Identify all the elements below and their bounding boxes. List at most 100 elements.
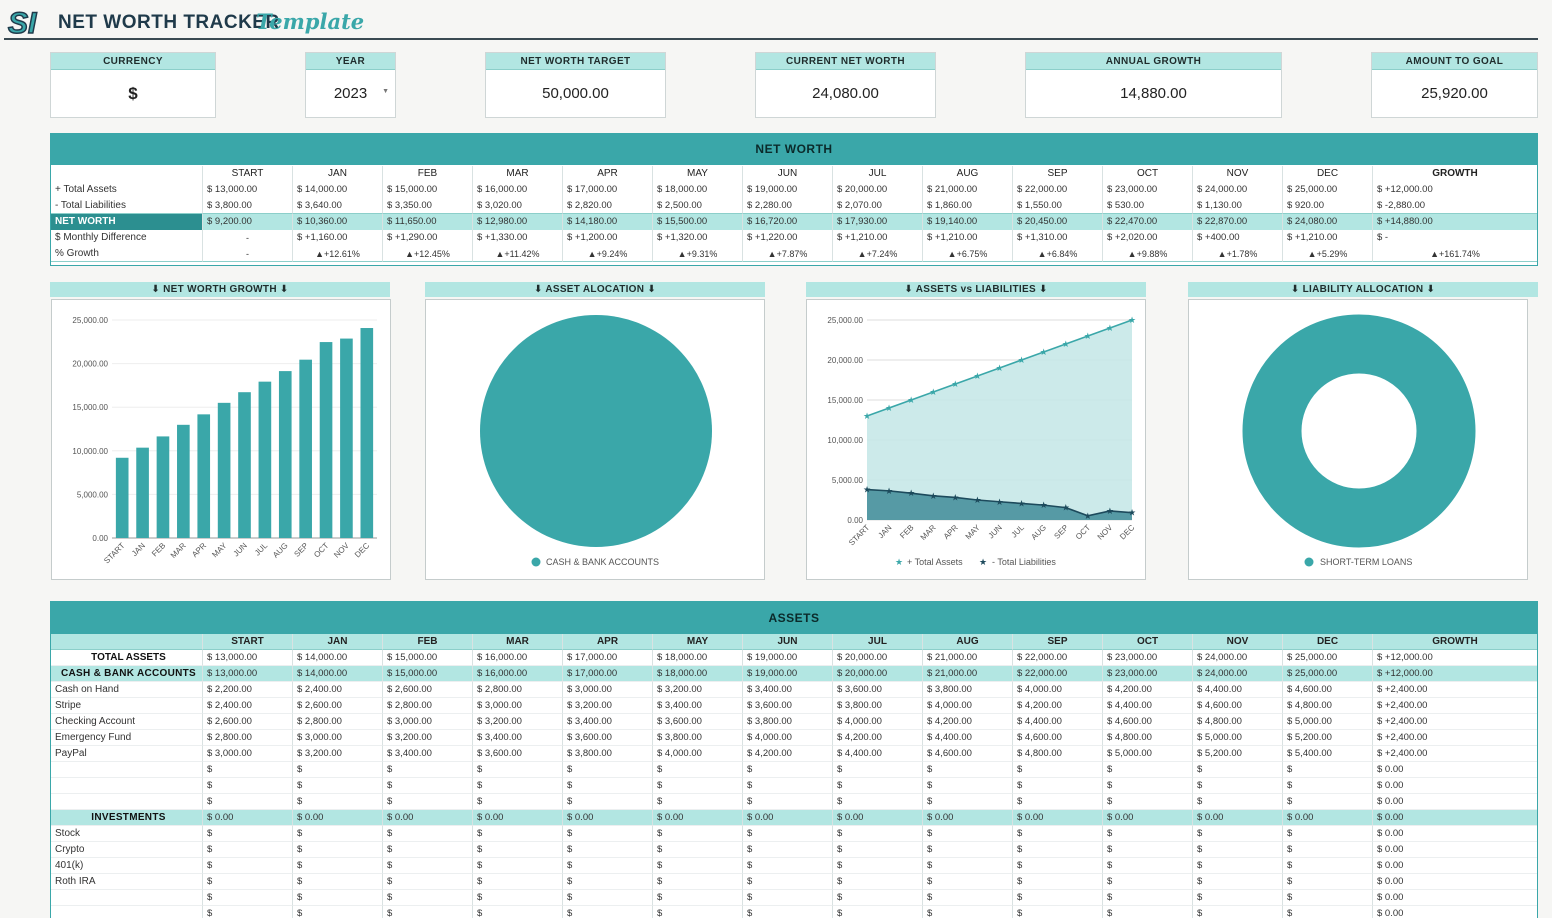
table-cell[interactable]: $ 19,000.00 [742, 650, 832, 666]
table-cell[interactable]: $ [562, 874, 652, 890]
table-cell[interactable]: $ [922, 826, 1012, 842]
table-cell[interactable]: $ 23,000.00 [1102, 650, 1192, 666]
table-cell[interactable]: $ 2,500.00 [652, 198, 742, 214]
table-cell[interactable]: $ [292, 826, 382, 842]
table-cell[interactable]: $ [1012, 762, 1102, 778]
table-cell[interactable]: $ [742, 858, 832, 874]
table-cell[interactable]: $ 19,000.00 [742, 666, 832, 682]
table-cell[interactable]: $ 16,000.00 [472, 650, 562, 666]
table-cell[interactable]: $ [1012, 794, 1102, 810]
table-cell[interactable]: ▲+9.88% [1102, 246, 1192, 262]
table-cell[interactable]: $ [562, 842, 652, 858]
table-cell[interactable]: $ [1282, 842, 1372, 858]
table-cell[interactable]: $ [1282, 778, 1372, 794]
table-cell[interactable]: $ 19,140.00 [922, 214, 1012, 230]
table-cell[interactable]: ▲+1.78% [1192, 246, 1282, 262]
table-cell[interactable]: $ 14,000.00 [292, 666, 382, 682]
table-cell[interactable]: $ 22,000.00 [1012, 650, 1102, 666]
table-cell[interactable]: $ [1102, 842, 1192, 858]
table-cell[interactable]: $ [832, 762, 922, 778]
table-cell[interactable]: $ [202, 762, 292, 778]
table-cell[interactable]: $ 24,000.00 [1192, 650, 1282, 666]
table-cell[interactable]: $ 0.00 [1372, 842, 1537, 858]
table-cell[interactable]: $ 5,000.00 [1192, 730, 1282, 746]
table-cell[interactable]: $ 2,800.00 [382, 698, 472, 714]
table-cell[interactable]: $ [1012, 906, 1102, 918]
table-cell[interactable]: ▲+12.45% [382, 246, 472, 262]
table-cell[interactable]: $ 3,000.00 [292, 730, 382, 746]
table-cell[interactable]: $ 4,400.00 [1102, 698, 1192, 714]
table-cell[interactable]: $ 15,000.00 [382, 666, 472, 682]
table-cell[interactable]: $ 4,200.00 [832, 730, 922, 746]
table-cell[interactable]: $ [1012, 826, 1102, 842]
table-cell[interactable]: $ 15,000.00 [382, 650, 472, 666]
table-cell[interactable]: $ +2,400.00 [1372, 746, 1537, 762]
table-cell[interactable]: $ [742, 890, 832, 906]
liability-allocation-chart[interactable]: SHORT-TERM LOANS [1188, 299, 1528, 580]
table-cell[interactable]: $ 0.00 [202, 810, 292, 826]
table-cell[interactable]: $ [1282, 874, 1372, 890]
year-select[interactable]: YEAR 2023 ▼ [305, 52, 396, 118]
table-cell[interactable]: $ 3,350.00 [382, 198, 472, 214]
table-cell[interactable]: $ +1,160.00 [292, 230, 382, 246]
table-cell[interactable]: $ [832, 858, 922, 874]
table-cell[interactable]: ▲+9.31% [652, 246, 742, 262]
table-cell[interactable]: $ [742, 794, 832, 810]
table-cell[interactable]: $ -2,880.00 [1372, 198, 1537, 214]
table-cell[interactable]: $ [742, 906, 832, 918]
table-cell[interactable]: $ 2,070.00 [832, 198, 922, 214]
table-cell[interactable]: $ [472, 906, 562, 918]
table-cell[interactable]: $ [742, 762, 832, 778]
table-cell[interactable]: $ 3,600.00 [562, 730, 652, 746]
table-cell[interactable]: $ 2,200.00 [202, 682, 292, 698]
table-cell[interactable]: $ [382, 858, 472, 874]
table-cell[interactable]: $ 4,000.00 [742, 730, 832, 746]
table-cell[interactable]: $ +2,400.00 [1372, 698, 1537, 714]
table-cell[interactable]: $ +12,000.00 [1372, 666, 1537, 682]
table-cell[interactable]: $ 21,000.00 [922, 182, 1012, 198]
table-cell[interactable]: $ 0.00 [382, 810, 472, 826]
table-cell[interactable]: $ [472, 842, 562, 858]
table-cell[interactable]: $ 4,800.00 [1282, 698, 1372, 714]
table-cell[interactable]: $ [922, 842, 1012, 858]
table-cell[interactable]: $ [202, 858, 292, 874]
table-cell[interactable]: $ - [1372, 230, 1537, 246]
table-cell[interactable]: ▲+6.84% [1012, 246, 1102, 262]
table-cell[interactable]: $ 2,800.00 [472, 682, 562, 698]
table-cell[interactable]: $ 20,000.00 [832, 650, 922, 666]
table-cell[interactable]: $ [1102, 794, 1192, 810]
net-worth-growth-chart[interactable]: 0.00 5,000.00 10,000.00 15,000.00 20,000.00 2… [51, 299, 391, 580]
table-cell[interactable]: ▲+161.74% [1372, 246, 1537, 262]
table-cell[interactable]: $ [382, 794, 472, 810]
table-cell[interactable]: $ +12,000.00 [1372, 182, 1537, 198]
table-cell[interactable]: $ 4,400.00 [1192, 682, 1282, 698]
table-cell[interactable]: $ 0.00 [1372, 826, 1537, 842]
year-value[interactable]: 2023 [333, 85, 368, 102]
table-cell[interactable]: $ 0.00 [1372, 810, 1537, 826]
table-cell[interactable]: $ 4,600.00 [1012, 730, 1102, 746]
table-cell[interactable]: $ 3,000.00 [382, 714, 472, 730]
table-cell[interactable]: $ 0.00 [1372, 890, 1537, 906]
table-cell[interactable]: $ +1,210.00 [1282, 230, 1372, 246]
table-cell[interactable]: $ 4,200.00 [1102, 682, 1192, 698]
table-cell[interactable]: $ 0.00 [1372, 794, 1537, 810]
table-cell[interactable]: $ [832, 842, 922, 858]
table-cell[interactable]: $ [562, 794, 652, 810]
table-cell[interactable]: $ [292, 762, 382, 778]
table-cell[interactable]: $ [652, 890, 742, 906]
table-cell[interactable]: $ 13,000.00 [202, 666, 292, 682]
table-cell[interactable]: $ 0.00 [562, 810, 652, 826]
table-cell[interactable]: $ 4,400.00 [1012, 714, 1102, 730]
table-cell[interactable]: $ 20,000.00 [832, 182, 922, 198]
table-cell[interactable]: $ [382, 842, 472, 858]
table-cell[interactable]: $ [652, 826, 742, 842]
table-cell[interactable]: $ 0.00 [1372, 906, 1537, 918]
assets-vs-liabilities-chart[interactable]: 0.00 5,000.00 10,000.00 15,000.00 20,000.00 2… [806, 299, 1146, 580]
table-cell[interactable]: $ 4,000.00 [832, 714, 922, 730]
table-cell[interactable]: $ 3,800.00 [832, 698, 922, 714]
table-cell[interactable]: $ 2,820.00 [562, 198, 652, 214]
table-cell[interactable]: $ 4,000.00 [652, 746, 742, 762]
table-cell[interactable]: $ 2,280.00 [742, 198, 832, 214]
table-cell[interactable]: $ [562, 890, 652, 906]
table-cell[interactable]: $ 3,200.00 [652, 682, 742, 698]
